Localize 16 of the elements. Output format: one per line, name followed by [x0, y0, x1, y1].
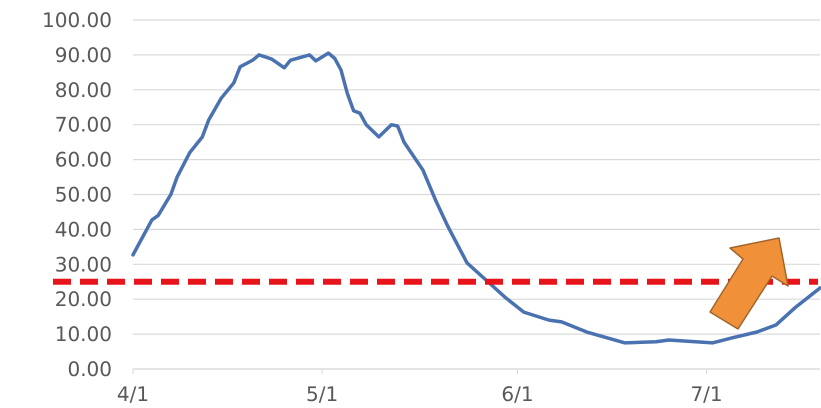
x-tick-label: 4/1 [116, 382, 150, 406]
y-tick-label: 50.00 [54, 182, 112, 206]
y-tick-label: 40.00 [54, 217, 112, 242]
y-tick-label: 70.00 [54, 112, 112, 137]
y-tick-label: 60.00 [54, 148, 112, 172]
y-tick-label: 100.00 [42, 8, 112, 32]
y-tick-label: 30.00 [54, 252, 112, 276]
y-tick-label: 0.00 [67, 357, 112, 381]
x-tick-label: 6/1 [501, 382, 534, 406]
line-series [131, 51, 821, 345]
y-tick-label: 20.00 [54, 287, 112, 312]
y-tick-label: 10.00 [54, 322, 112, 346]
x-tick-label: 5/1 [306, 382, 338, 406]
y-tick-label: 80.00 [54, 78, 112, 102]
x-tick-label: 7/1 [690, 382, 723, 406]
y-tick-label: 90.00 [54, 42, 112, 67]
